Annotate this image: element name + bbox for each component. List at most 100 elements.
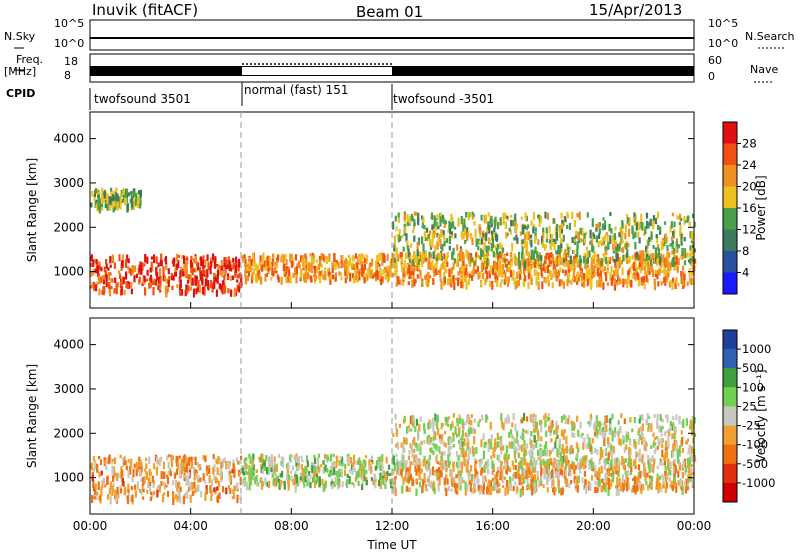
- power-cell: [216, 270, 219, 279]
- velocity-cell: [561, 429, 564, 434]
- power-cell: [487, 245, 490, 251]
- cpid-segment-1: twofsound 3501: [94, 92, 191, 106]
- velocity-cell: [611, 437, 614, 442]
- velocity-cell: [112, 466, 116, 474]
- velocity-cell: [461, 418, 464, 425]
- velocity-cell: [653, 458, 656, 464]
- power-cell: [567, 260, 570, 269]
- power-cell: [381, 276, 384, 283]
- velocity-cell: [440, 472, 443, 478]
- velocity-cell: [693, 432, 697, 438]
- velocity-cell: [466, 416, 469, 422]
- velocity-cell: [260, 466, 263, 473]
- power-cell: [405, 233, 408, 242]
- power-cell: [266, 260, 269, 267]
- power-cell: [453, 282, 456, 290]
- velocity-cell: [621, 456, 624, 465]
- power-cell: [90, 202, 93, 208]
- power-cell: [567, 246, 570, 255]
- power-cell: [329, 274, 332, 280]
- power-cell: [633, 272, 636, 277]
- power-cell: [688, 221, 691, 227]
- velocity-cell: [641, 423, 644, 432]
- power-cell: [615, 280, 618, 284]
- velocity-cell: [672, 452, 675, 457]
- velocity-cell: [663, 455, 666, 461]
- velocity-cell: [312, 473, 315, 483]
- velocity-cell: [410, 428, 413, 432]
- velocity-cell: [482, 476, 485, 485]
- velocity-cell: [685, 440, 688, 445]
- power-cell: [513, 277, 516, 286]
- power-cell: [636, 272, 639, 280]
- velocity-cell: [106, 475, 109, 485]
- power-cell: [665, 256, 668, 266]
- power-cell: [414, 279, 417, 284]
- power-cell: [457, 271, 460, 276]
- velocity-cell: [414, 426, 417, 432]
- velocity-cell: [457, 455, 460, 462]
- velocity-cell: [613, 464, 616, 471]
- velocity-cell: [359, 460, 362, 467]
- velocity-cell: [532, 459, 535, 468]
- velocity-cell: [612, 470, 615, 476]
- power-cell: [608, 223, 611, 232]
- velocity-cell: [614, 427, 617, 435]
- power-cell: [502, 216, 505, 225]
- velocity-cell: [476, 471, 479, 477]
- velocity-cell: [611, 413, 614, 420]
- velocity-cell: [205, 470, 209, 476]
- velocity-cell: [499, 435, 503, 440]
- velocity-cell: [584, 479, 587, 489]
- power-cell: [505, 231, 508, 239]
- power-cell: [448, 220, 451, 230]
- velocity-cell: [363, 473, 366, 482]
- velocity-cell: [402, 419, 406, 424]
- power-cell: [94, 188, 98, 194]
- velocity-cell: [645, 481, 648, 486]
- velocity-cell: [248, 465, 251, 473]
- velocity-cell: [435, 444, 438, 452]
- velocity-colorbar-label: 1000: [742, 342, 771, 356]
- power-cell: [368, 267, 371, 275]
- power-cell: [618, 262, 621, 268]
- velocity-cell: [313, 479, 317, 488]
- power-cell: [221, 280, 225, 286]
- power-cell: [467, 231, 470, 237]
- velocity-cell: [482, 433, 485, 441]
- power-cell: [392, 221, 395, 230]
- power-cell: [487, 259, 490, 267]
- power-cell: [609, 235, 612, 244]
- power-cell: [633, 274, 636, 280]
- velocity-cell: [111, 487, 114, 496]
- power-cell: [622, 247, 625, 254]
- velocity-cell: [194, 487, 197, 492]
- power-cell: [408, 259, 412, 263]
- power-cell: [103, 266, 106, 273]
- power-cell: [634, 231, 637, 238]
- power-cell: [282, 255, 285, 264]
- velocity-cell: [638, 448, 641, 458]
- power-cell: [643, 260, 646, 265]
- power-cell: [110, 196, 113, 206]
- power-cell: [471, 274, 474, 281]
- power-cell: [666, 244, 669, 252]
- power-cell: [428, 251, 431, 257]
- power-cell: [406, 240, 409, 245]
- velocity-cell: [595, 428, 598, 436]
- velocity-cell: [651, 455, 654, 460]
- power-cell: [423, 225, 426, 230]
- velocity-cell: [537, 431, 540, 435]
- power-cell: [577, 274, 580, 278]
- velocity-cell: [650, 423, 653, 432]
- velocity-cell: [474, 461, 477, 469]
- power-cell: [549, 260, 552, 265]
- power-cell: [640, 254, 643, 264]
- velocity-cell: [169, 471, 172, 477]
- velocity-cell: [318, 466, 321, 473]
- power-cell: [542, 227, 545, 233]
- velocity-cell: [122, 474, 125, 478]
- power-cell: [90, 270, 93, 277]
- velocity-cell: [689, 424, 692, 430]
- velocity-cell: [576, 484, 579, 493]
